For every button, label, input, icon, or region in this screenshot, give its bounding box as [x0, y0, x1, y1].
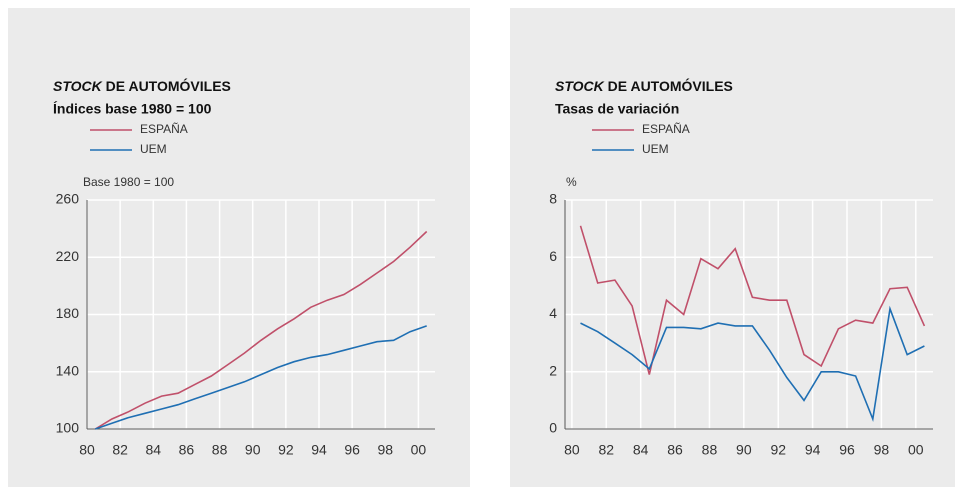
x-tick-label: 00	[908, 442, 924, 458]
chart-subtitle: Tasas de variación	[555, 101, 679, 117]
x-tick-label: 98	[874, 442, 890, 458]
x-tick-label: 88	[212, 442, 228, 458]
x-tick-label: 00	[411, 442, 427, 458]
x-tick-label: 88	[702, 442, 718, 458]
y-axis-label: Base 1980 = 100	[83, 175, 174, 189]
y-tick-label: 180	[56, 305, 80, 321]
x-tick-label: 84	[145, 442, 161, 458]
x-tick-label: 94	[805, 442, 821, 458]
x-tick-label: 92	[770, 442, 786, 458]
x-tick-label: 86	[179, 442, 195, 458]
y-tick-label: 260	[56, 191, 80, 207]
data-line	[579, 225, 926, 375]
legend-label: UEM	[140, 142, 167, 156]
data-line	[95, 325, 427, 430]
x-tick-label: 86	[667, 442, 683, 458]
title-emphasis: STOCK	[53, 78, 103, 94]
x-tick-label: 96	[839, 442, 855, 458]
panel	[8, 8, 470, 487]
y-tick-label: 4	[549, 305, 557, 321]
x-tick-label: 84	[633, 442, 649, 458]
y-tick-label: 6	[549, 248, 557, 264]
title-emphasis: STOCK	[555, 78, 605, 94]
data-line	[580, 305, 925, 423]
y-axis-label: %	[566, 175, 577, 189]
y-tick-label: 2	[549, 362, 557, 378]
x-tick-label: 80	[79, 442, 95, 458]
x-tick-label: 94	[311, 442, 327, 458]
chart-subtitle: Índices base 1980 = 100	[53, 101, 212, 117]
legend-label: UEM	[642, 142, 669, 156]
title-text: DE AUTOMÓVILES	[106, 77, 231, 94]
x-tick-label: 90	[245, 442, 261, 458]
x-tick-label: 82	[598, 442, 614, 458]
x-tick-label: 96	[344, 442, 360, 458]
x-tick-label: 82	[112, 442, 128, 458]
x-tick-label: 92	[278, 442, 294, 458]
y-tick-label: 220	[56, 248, 80, 264]
x-tick-label: 90	[736, 442, 752, 458]
x-tick-label: 98	[377, 442, 393, 458]
y-tick-label: 8	[549, 191, 557, 207]
chart-title: STOCK DE AUTOMÓVILES	[555, 77, 733, 94]
chart-title: STOCK DE AUTOMÓVILES	[53, 77, 231, 94]
data-line	[94, 230, 428, 430]
legend-label: ESPAÑA	[642, 122, 690, 136]
x-tick-label: 80	[564, 442, 580, 458]
y-tick-label: 140	[56, 362, 80, 378]
y-tick-label: 0	[549, 420, 557, 436]
title-text: DE AUTOMÓVILES	[608, 77, 733, 94]
y-tick-label: 100	[56, 420, 80, 436]
legend-label: ESPAÑA	[140, 122, 188, 136]
